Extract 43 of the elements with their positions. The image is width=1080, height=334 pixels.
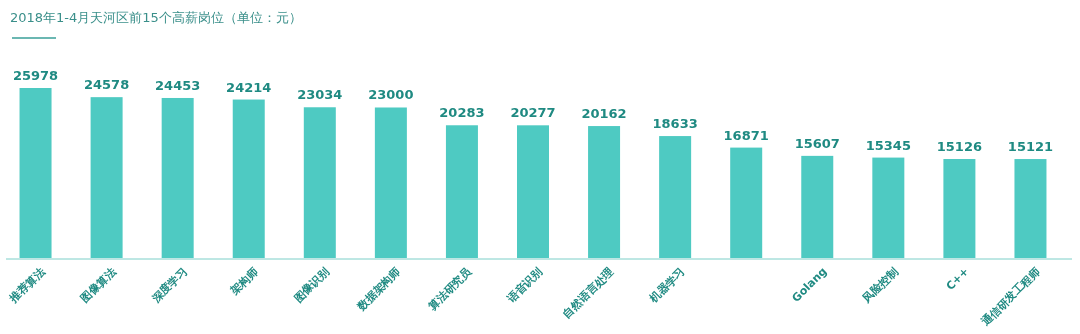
x-tick-label: 机器学习 [646, 264, 688, 306]
x-tick-label: 图像识别 [291, 264, 332, 306]
bar [19, 88, 52, 258]
bar [303, 107, 336, 258]
data-label: 16871 [723, 127, 769, 143]
chart-title: 2018年1-4月天河区前15个高薪岗位（单位：元） [10, 10, 302, 25]
data-label: 20162 [581, 106, 627, 122]
data-label: 23034 [297, 87, 343, 103]
bar [374, 107, 407, 258]
bar [161, 97, 194, 258]
data-label: 15121 [1007, 139, 1054, 155]
x-tick-label: 自然语言处理 [560, 264, 617, 321]
x-tick-label: 风险控制 [859, 264, 901, 306]
data-label: 15126 [936, 139, 983, 155]
bar [90, 97, 123, 258]
bar [445, 125, 478, 258]
bar [872, 157, 905, 258]
data-label: 18633 [652, 116, 698, 132]
data-label: 24578 [83, 77, 130, 93]
x-tick-label: 推荐算法 [6, 264, 48, 306]
bar [943, 159, 976, 258]
bar [730, 147, 763, 258]
x-tick-label: 图像算法 [78, 264, 119, 306]
bar [517, 125, 549, 258]
data-label: 25978 [12, 68, 59, 83]
x-tick-label: 数据架构师 [354, 264, 403, 314]
x-tick-label: 架构师 [227, 264, 261, 299]
bar [1014, 159, 1047, 258]
data-label: 15607 [794, 135, 840, 151]
x-tick-label: 通信研发工程师 [978, 264, 1043, 330]
x-tick-label: 算法研究员 [425, 264, 475, 314]
bar [232, 99, 265, 258]
data-label: 23000 [368, 87, 414, 103]
data-label: 15345 [865, 137, 911, 153]
data-label: 24214 [226, 79, 272, 95]
data-label: 24453 [155, 77, 201, 93]
bar [801, 155, 834, 258]
data-label: 20277 [510, 105, 556, 121]
x-tick-label: 语音识别 [504, 264, 546, 306]
x-tick-label: 深度学习 [148, 264, 190, 306]
bar [659, 136, 692, 258]
bar [588, 126, 621, 258]
data-label: 20283 [439, 105, 485, 121]
